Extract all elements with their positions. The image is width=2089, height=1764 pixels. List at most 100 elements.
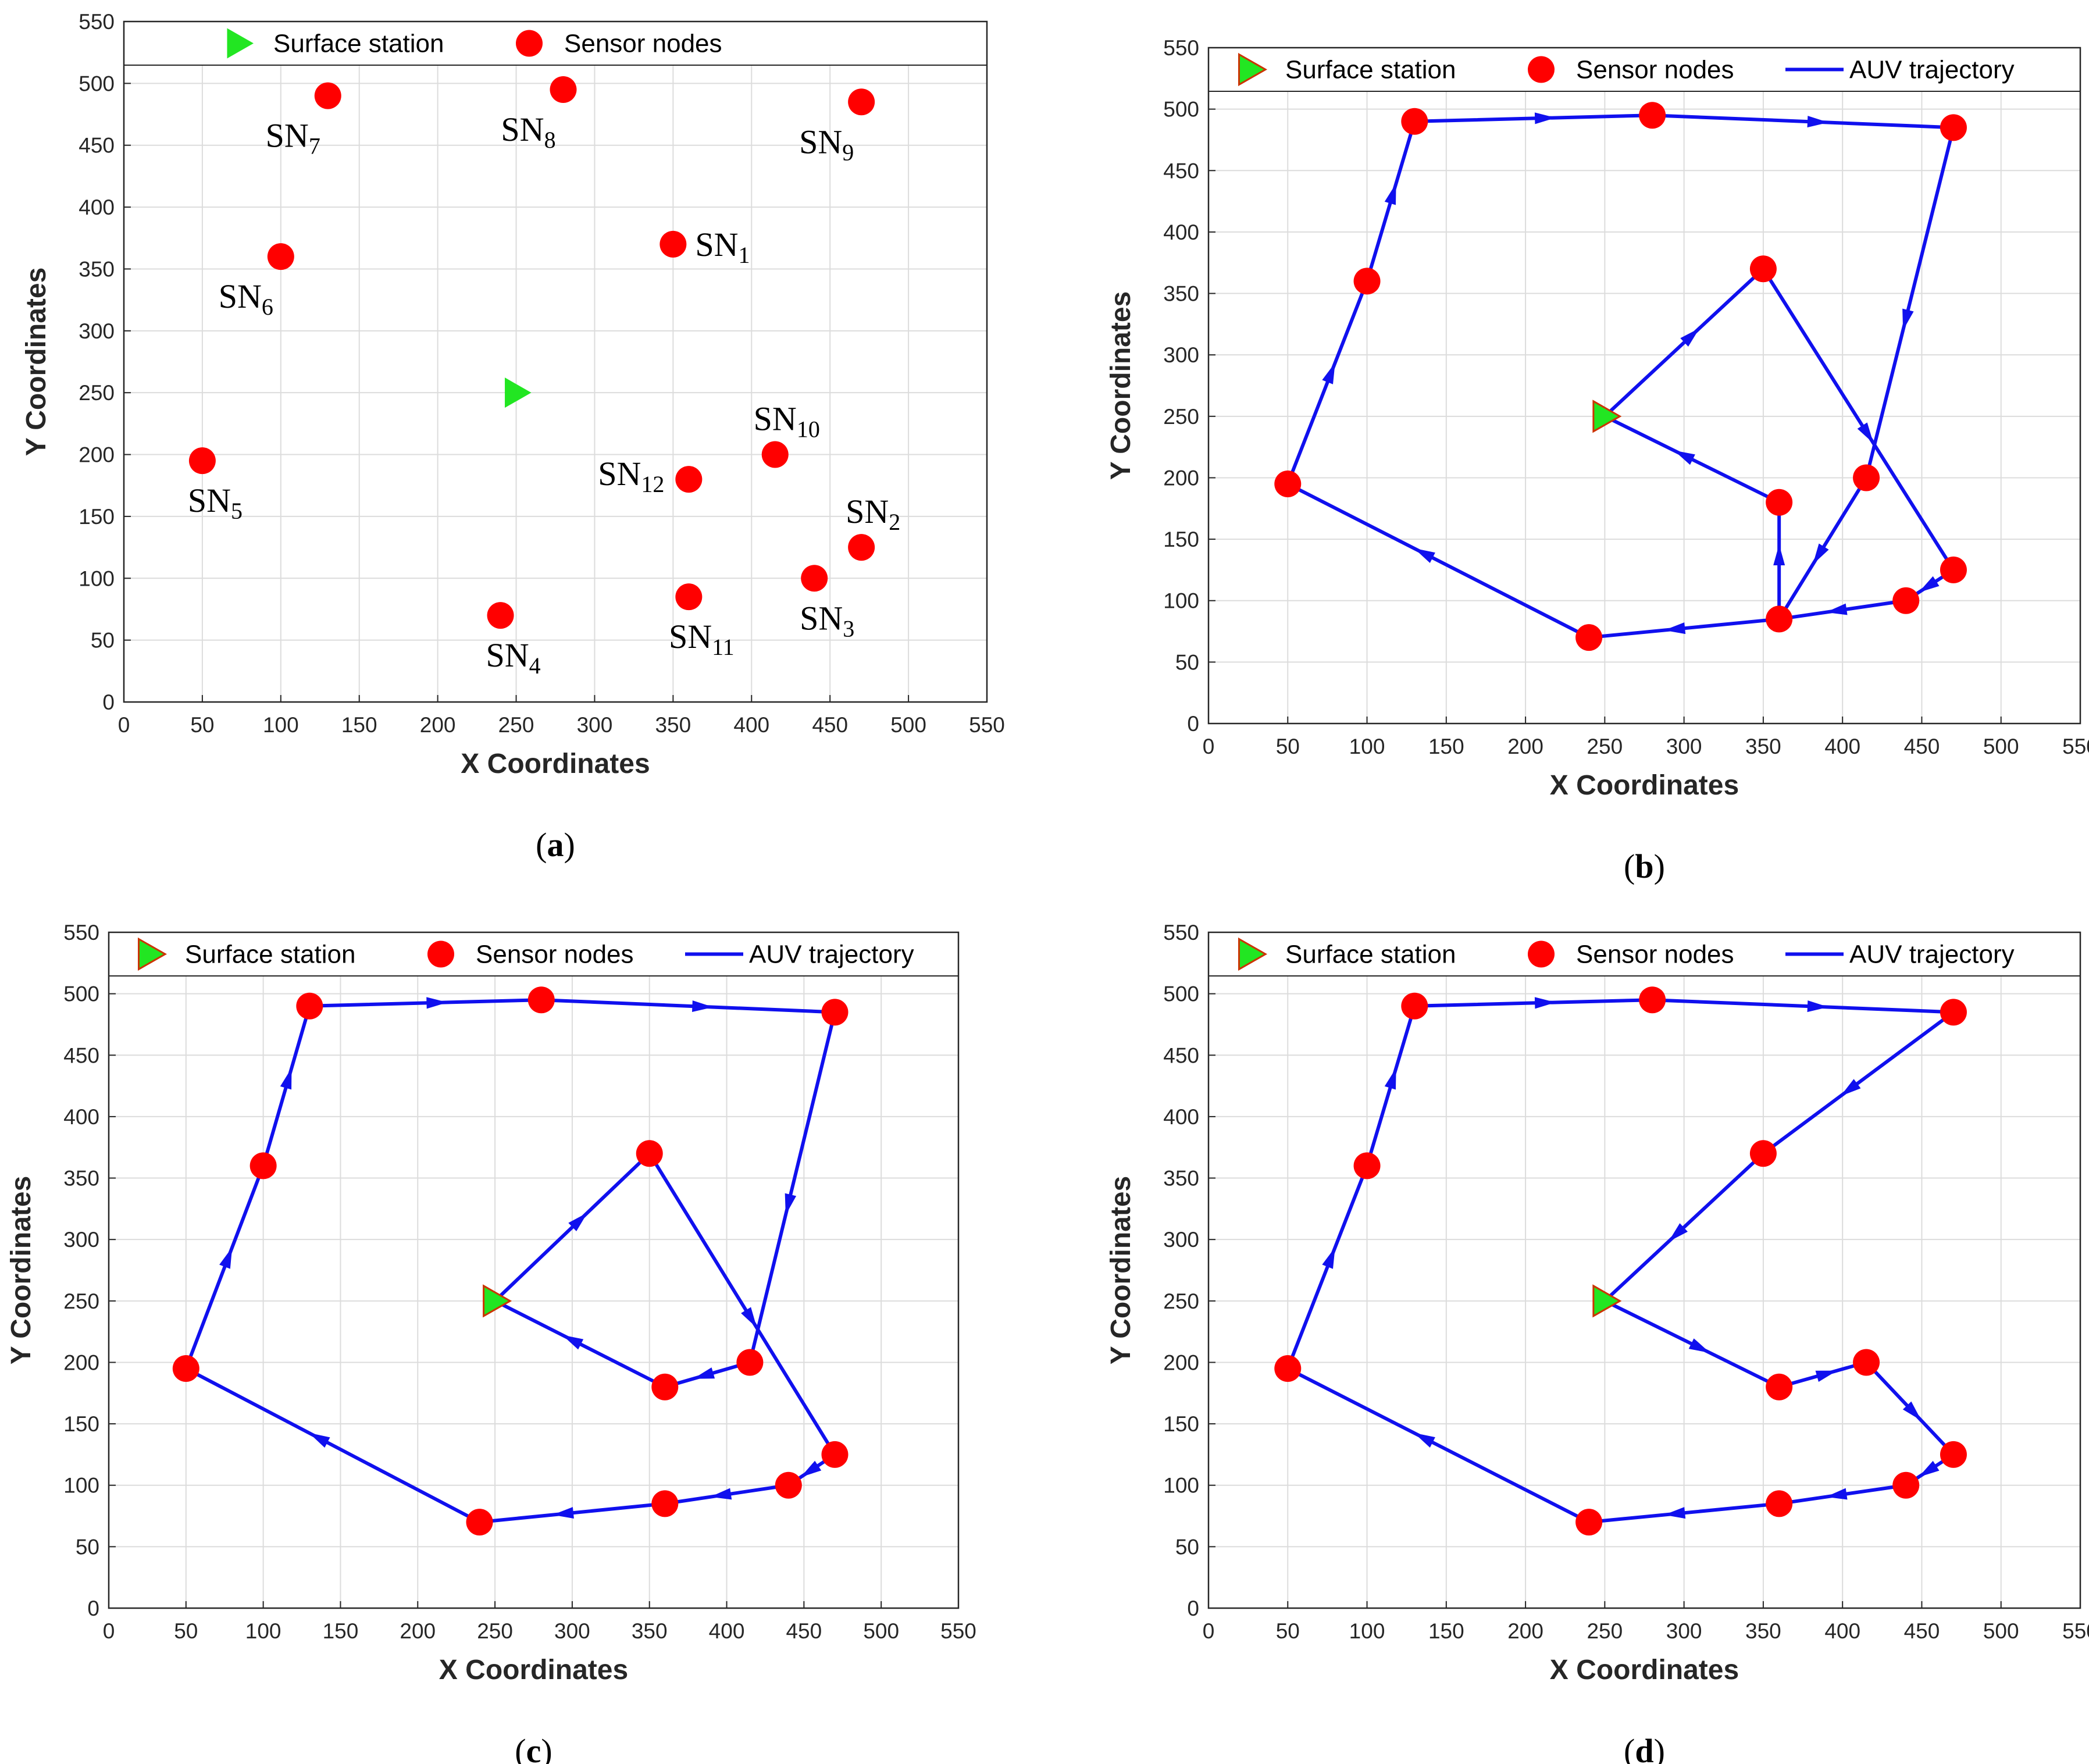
x-tick-label: 100: [1349, 735, 1385, 758]
x-tick-label: 150: [323, 1619, 359, 1643]
y-tick-label: 300: [1163, 1228, 1199, 1252]
sensor-node: [1940, 999, 1967, 1026]
x-tick-label: 400: [733, 713, 769, 737]
trajectory-arrow: [1918, 576, 1940, 593]
sensor-node-label: SN1: [695, 226, 750, 268]
x-tick-label: 350: [1745, 735, 1781, 758]
sensor-node: [1274, 471, 1302, 498]
y-tick-label: 200: [1163, 1350, 1199, 1374]
sensor-node: [736, 1349, 764, 1376]
legend-label: Sensor nodes: [476, 940, 634, 969]
x-tick-label: 450: [812, 713, 848, 737]
x-tick-label: 250: [498, 713, 534, 737]
x-tick-label: 200: [1507, 735, 1543, 758]
sensor-node: [821, 1441, 849, 1468]
trajectory-arrow: [1902, 308, 1914, 330]
x-tick-label: 200: [420, 713, 456, 737]
sensor-node: [1940, 556, 1967, 583]
legend-node-icon: [427, 940, 454, 968]
legend-station-icon: [227, 28, 254, 59]
legend-label: Surface station: [273, 30, 444, 58]
sensor-node: [761, 441, 789, 468]
y-tick-label: 350: [63, 1167, 99, 1191]
y-tick-label: 500: [63, 982, 99, 1006]
trajectory-segment: [1761, 267, 1955, 572]
sensor-node-label: SN9: [799, 123, 854, 165]
sensor-node: [1892, 1471, 1920, 1499]
trajectory-arrow: [693, 1367, 715, 1379]
trajectory-arrow: [1815, 1370, 1837, 1382]
trajectory-arrow: [1534, 112, 1556, 124]
y-tick-label: 0: [102, 690, 115, 714]
x-axis-title: X Coordinates: [1550, 770, 1739, 801]
y-tick-label: 50: [91, 629, 115, 653]
trajectory-arrow: [1807, 1000, 1828, 1013]
trajectory-segment: [308, 998, 543, 1008]
y-tick-label: 300: [79, 319, 115, 343]
y-tick-label: 400: [63, 1105, 99, 1129]
legend-label: Surface station: [185, 940, 356, 969]
sensor-node: [1639, 102, 1666, 129]
legend-station-icon: [1238, 937, 1268, 971]
sensor-node-label: SN7: [266, 117, 320, 159]
trajectory-arrow: [1773, 544, 1785, 566]
y-tick-label: 550: [1163, 921, 1199, 945]
trajectory-segment: [184, 1164, 265, 1371]
x-tick-label: 550: [2062, 1619, 2089, 1643]
panel-a: 0 50 100 150 200 250 300 350 400 450 500 550 0 50 100 1…: [21, 10, 1005, 864]
x-tick-label: 300: [1666, 1619, 1702, 1643]
x-tick-label: 500: [1983, 1619, 2019, 1643]
x-tick-label: 400: [1824, 735, 1860, 758]
legend-label: AUV trajectory: [1849, 56, 2015, 84]
y-tick-label: 150: [1163, 528, 1199, 551]
trajectory-arrow: [1534, 997, 1556, 1009]
plot-area: [1209, 932, 2080, 1608]
x-tick-label: 450: [1904, 1619, 1940, 1643]
x-tick-label: 0: [1203, 1619, 1215, 1643]
y-tick-label: 250: [63, 1289, 99, 1313]
x-axis-title: X Coordinates: [1550, 1655, 1739, 1685]
y-tick-label: 100: [63, 1474, 99, 1498]
legend-label: Surface station: [1285, 56, 1456, 84]
sensor-node: [675, 466, 703, 493]
sensor-node: [821, 999, 849, 1026]
x-tick-label: 550: [940, 1619, 976, 1643]
plot-area: [1209, 48, 2080, 724]
sensor-node-label: SN3: [800, 599, 854, 642]
y-tick-label: 300: [1163, 343, 1199, 367]
legend: [1209, 932, 2080, 976]
sensor-node: [1940, 1441, 1967, 1468]
y-tick-label: 100: [1163, 589, 1199, 613]
legend-label: Sensor nodes: [1576, 940, 1734, 969]
x-tick-label: 250: [1587, 1619, 1623, 1643]
sensor-node: [1749, 1140, 1777, 1167]
x-tick-label: 50: [190, 713, 214, 737]
trajectory-arrow: [1384, 183, 1396, 205]
surface-station-marker: [505, 377, 532, 408]
y-axis-title: Y Coordinates: [1106, 1176, 1136, 1365]
y-tick-label: 150: [79, 505, 115, 529]
trajectory-arrow: [552, 1507, 574, 1519]
trajectory-arrow: [219, 1247, 233, 1269]
y-tick-label: 450: [63, 1043, 99, 1067]
y-tick-label: 100: [1163, 1474, 1199, 1498]
surface-station-marker: [1592, 400, 1622, 433]
trajectory-segment: [1603, 267, 1765, 418]
y-tick-label: 50: [1175, 650, 1199, 674]
plot-area: [124, 22, 987, 702]
y-tick-label: 350: [79, 257, 115, 281]
legend-label: AUV trajectory: [749, 940, 914, 969]
y-tick-label: 250: [79, 381, 115, 405]
y-tick-label: 150: [63, 1412, 99, 1436]
sensor-node: [1401, 992, 1428, 1020]
trajectory-arrow: [280, 1068, 292, 1090]
y-tick-label: 400: [1163, 1105, 1199, 1129]
trajectory-arrow: [800, 1460, 822, 1477]
trajectory-segment: [184, 1367, 482, 1524]
sensor-node: [660, 230, 687, 258]
sensor-node-label: SN5: [188, 482, 243, 524]
x-tick-label: 550: [2062, 735, 2089, 758]
sensor-node: [651, 1373, 679, 1400]
sensor-node: [1853, 464, 1880, 491]
